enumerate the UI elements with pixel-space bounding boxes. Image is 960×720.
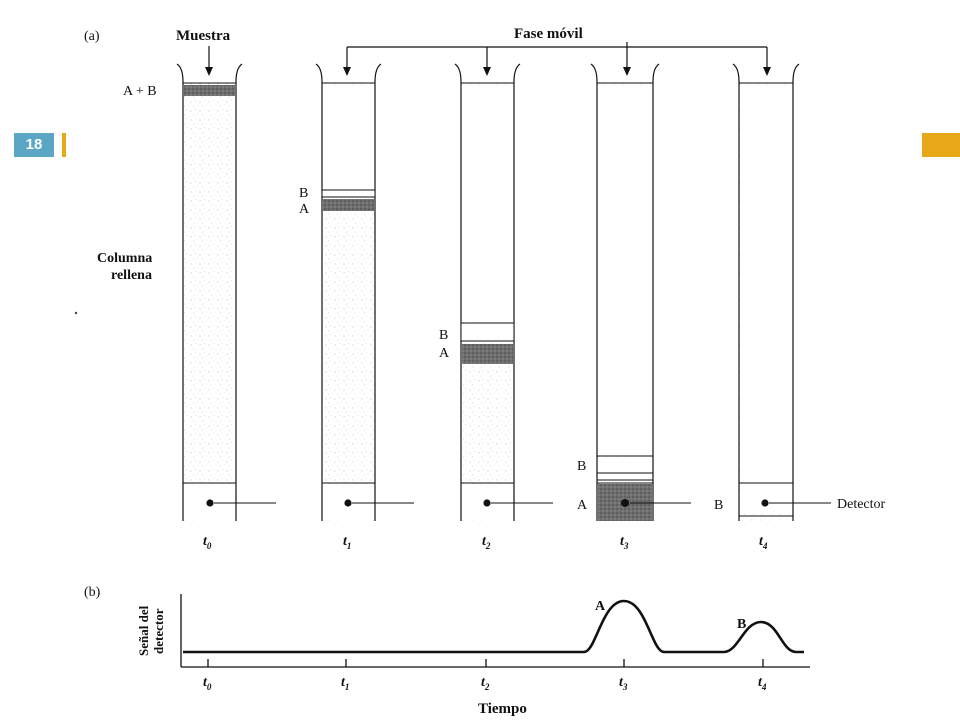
detector-signal-trace	[183, 599, 804, 654]
x-tick-label-0: t0	[203, 675, 212, 692]
band-b-label-t4: B	[714, 498, 723, 513]
mobile-phase-bracket	[346, 42, 768, 72]
column-time-label-4: t4	[759, 534, 768, 551]
x-tick-label-3: t3	[619, 675, 628, 692]
column-time-labels: t0 t1 t2 t3 t4	[203, 534, 768, 551]
column-time-label-0: t0	[203, 534, 212, 551]
sample-arrow	[205, 46, 213, 76]
column-label-line1: Columna	[97, 251, 152, 266]
column-t3	[590, 63, 691, 521]
column-label-line2: rellena	[111, 268, 152, 283]
peak-b-label: B	[737, 617, 746, 632]
mobile-phase-label: Fase móvil	[514, 26, 583, 42]
mixture-label: A + B	[123, 84, 157, 99]
x-axis-ticks: t0 t1 t2 t3 t4	[203, 659, 767, 692]
column-time-label-3: t3	[620, 534, 629, 551]
band-a-label-t1: A	[299, 202, 310, 217]
y-axis-label-line1: Señal del	[136, 605, 151, 656]
column-t0	[176, 63, 276, 521]
y-axis-label: Señal del detector	[136, 605, 166, 656]
panel-a-label: (a)	[84, 29, 100, 44]
accent-bar-left	[62, 133, 66, 157]
mobile-phase-arrowheads	[343, 67, 771, 76]
band-b-label-t2: B	[439, 328, 448, 343]
band-a-label-t2: A	[439, 346, 450, 361]
column-time-label-2: t2	[482, 534, 491, 551]
stray-dot	[74, 311, 78, 315]
column-t4	[732, 63, 831, 521]
slide-number-badge: 18	[14, 133, 54, 157]
panel-b-label: (b)	[84, 585, 101, 600]
band-b-label-t3: B	[577, 459, 586, 474]
column-time-label-1: t1	[343, 534, 351, 551]
x-tick-label-2: t2	[481, 675, 490, 692]
peak-a-label: A	[595, 599, 606, 614]
column-t2	[454, 63, 553, 521]
column-t1	[315, 63, 414, 521]
x-tick-label-1: t1	[341, 675, 349, 692]
x-tick-label-4: t4	[758, 675, 767, 692]
accent-bar-right	[922, 133, 960, 157]
detector-label: Detector	[837, 497, 886, 512]
sample-label: Muestra	[176, 28, 231, 44]
band-b-label-t1: B	[299, 186, 308, 201]
band-a-label-t3: A	[577, 498, 588, 513]
x-axis-label: Tiempo	[478, 701, 527, 717]
y-axis-label-line2: detector	[151, 608, 166, 654]
